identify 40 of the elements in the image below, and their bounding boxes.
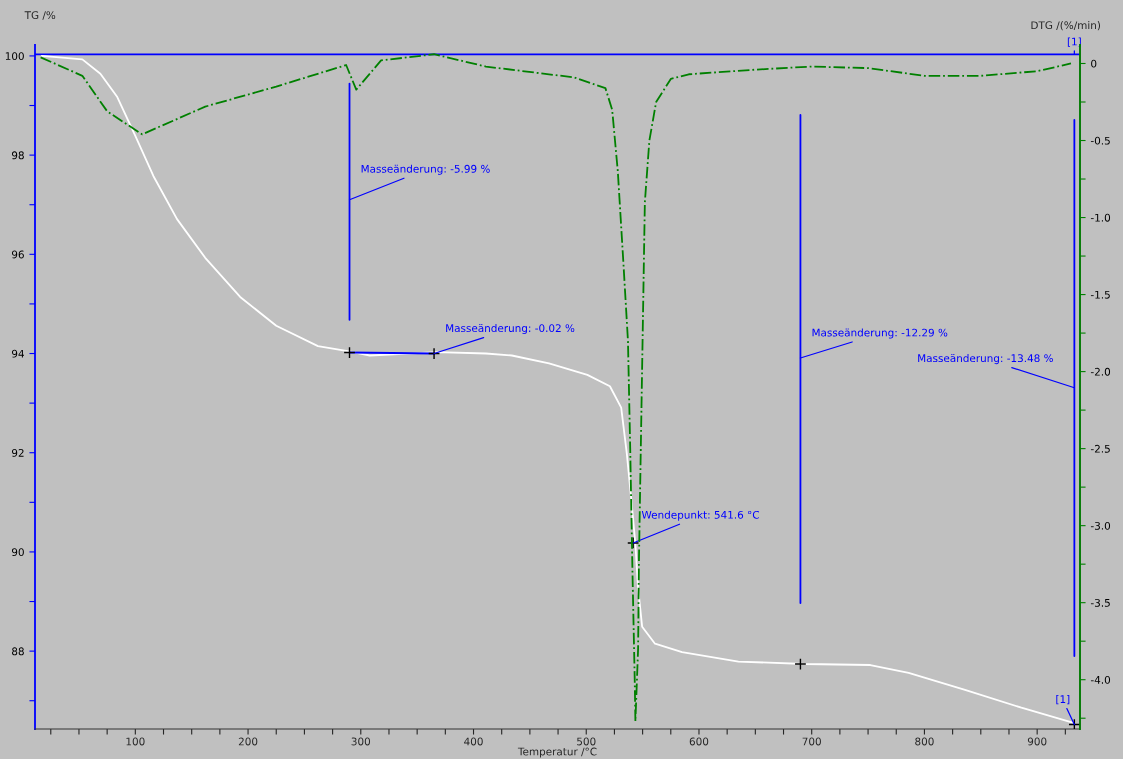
y-tick-label: 90 xyxy=(11,548,24,557)
y2-tick-label: -2.5 xyxy=(1090,444,1110,453)
x-tick-label: 700 xyxy=(802,737,821,746)
y-tick-label: 98 xyxy=(11,151,24,160)
y2-axis-title: DTG /(%/min) xyxy=(1031,21,1101,31)
y-tick-label: 88 xyxy=(12,647,24,656)
y-tick-label: 92 xyxy=(11,448,24,457)
annotation: Masseänderung: -13.48 % xyxy=(918,354,1053,365)
point xyxy=(343,346,356,359)
x-tick-label: 900 xyxy=(1027,737,1047,746)
annotation: Masseänderung: -0.02 % xyxy=(446,323,575,335)
point xyxy=(1068,718,1080,729)
annotation: Wendepunkt: 541.6 °C xyxy=(641,510,759,521)
annotation: Masseänderung: -12.29 % xyxy=(812,328,948,339)
y2-tick-label: -1.0 xyxy=(1090,213,1111,222)
x-tick-label: 800 xyxy=(915,737,934,746)
point xyxy=(427,347,441,360)
annotation: Masseänderung: -5.99 % xyxy=(361,164,490,175)
x-tick-label: 500 xyxy=(577,737,596,746)
x-axis-title: Temperatur /°C xyxy=(517,747,597,758)
y-tick-label: 94 xyxy=(11,349,24,358)
y-tick-label: 96 xyxy=(11,250,24,259)
annotation: [1] xyxy=(1067,37,1081,47)
x-tick-label: 400 xyxy=(464,737,483,746)
y-tick-label: 100 xyxy=(5,52,24,61)
x-tick-label: 100 xyxy=(126,737,145,746)
y2-tick-label: -1.5 xyxy=(1090,290,1110,299)
annotation: [1] xyxy=(1056,695,1070,705)
point xyxy=(627,536,640,550)
y2-tick-label: 0 xyxy=(1091,59,1097,68)
y-axis-title: TG /% xyxy=(24,11,56,20)
x-tick-label: 300 xyxy=(351,737,371,746)
y2-tick-label: -4.0 xyxy=(1090,675,1111,684)
x-tick-label: 200 xyxy=(238,737,258,746)
y2-tick-label: -0.5 xyxy=(1090,136,1110,145)
x-tick-label: 600 xyxy=(689,737,709,746)
y2-tick-label: -3.5 xyxy=(1090,598,1110,607)
y2-tick-label: -3.0 xyxy=(1090,521,1111,530)
y2-tick-label: -2.0 xyxy=(1090,367,1111,376)
point xyxy=(794,657,807,671)
